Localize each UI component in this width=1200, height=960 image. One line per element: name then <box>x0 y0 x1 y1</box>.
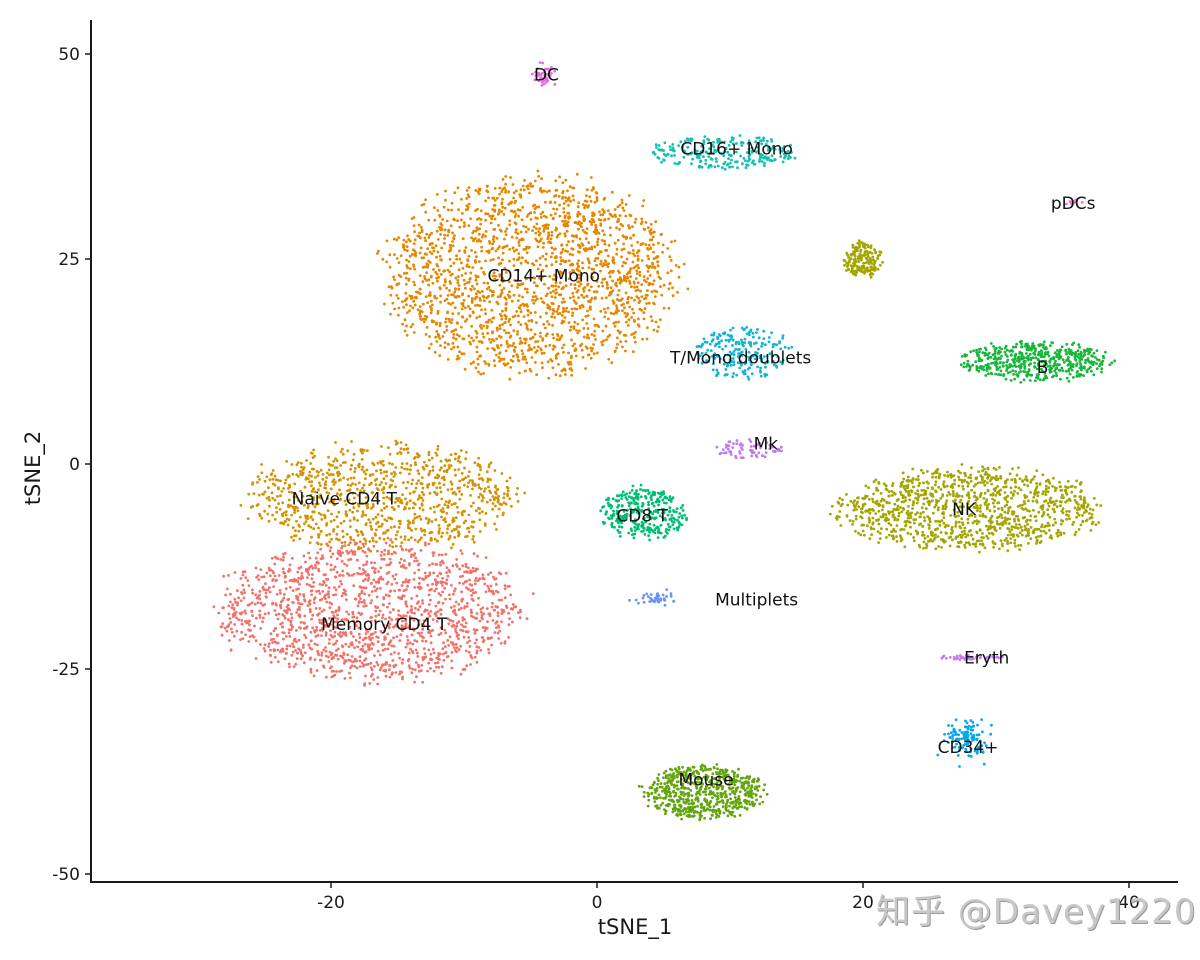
cluster-label: Memory CD4 T <box>321 615 448 635</box>
y-tick-label: 0 <box>69 455 80 475</box>
x-axis: -20 0 20 40 <box>90 881 1178 913</box>
scatter-points <box>212 61 1116 822</box>
cluster-points <box>936 718 993 768</box>
cluster-label: Multiplets <box>715 590 798 610</box>
cluster-points <box>715 438 783 460</box>
cluster-points <box>651 134 797 171</box>
x-tick-label: 40 <box>1118 893 1140 913</box>
cluster-points <box>695 326 794 381</box>
x-tick-label: 20 <box>852 893 874 913</box>
cluster-points <box>531 61 557 87</box>
cluster-points <box>375 169 690 381</box>
y-tick-label: -50 <box>52 865 80 885</box>
cluster-points <box>599 483 688 542</box>
cluster-label: CD14+ Mono <box>488 266 600 286</box>
cluster-label: DC <box>534 66 559 86</box>
cluster-points <box>959 339 1116 384</box>
cluster-label: pDCs <box>1051 194 1096 214</box>
cluster-points <box>239 439 527 556</box>
cluster-label: B <box>1037 358 1049 378</box>
cluster-points <box>1064 198 1084 206</box>
y-axis: -50 -25 0 25 50 <box>52 20 92 885</box>
cluster-label: CD34+ <box>938 738 999 758</box>
cluster-label: T/Mono doublets <box>669 348 811 368</box>
x-tick-label: -20 <box>317 893 345 913</box>
cluster-label: Naive CD4 T <box>292 489 398 509</box>
cluster-label: CD8 T <box>616 507 668 527</box>
cluster-label: CD16+ Mono <box>680 139 792 159</box>
cluster-points <box>628 588 676 607</box>
cluster-points <box>828 463 1102 554</box>
y-axis-title: tSNE_2 <box>21 431 46 505</box>
cluster-points <box>637 763 769 822</box>
y-tick-label: 25 <box>58 250 80 270</box>
cluster-labels: Memory CD4 T Naive CD4 T CD14+ Mono DC CD16+… <box>292 66 1096 791</box>
cluster-label: Mk <box>754 435 779 455</box>
cluster-label: Eryth <box>964 649 1009 669</box>
cluster-label: Mouse <box>678 771 733 791</box>
x-axis-title: tSNE_1 <box>598 915 672 940</box>
cluster-points <box>842 239 884 279</box>
cluster-points <box>212 538 535 687</box>
watermark-text: 知乎 @Davey1220 <box>876 892 1197 932</box>
cluster-label: NK <box>952 500 977 520</box>
y-tick-label: -25 <box>52 660 80 680</box>
y-tick-label: 50 <box>58 45 80 65</box>
x-tick-label: 0 <box>592 893 603 913</box>
cluster-points <box>940 653 1004 662</box>
